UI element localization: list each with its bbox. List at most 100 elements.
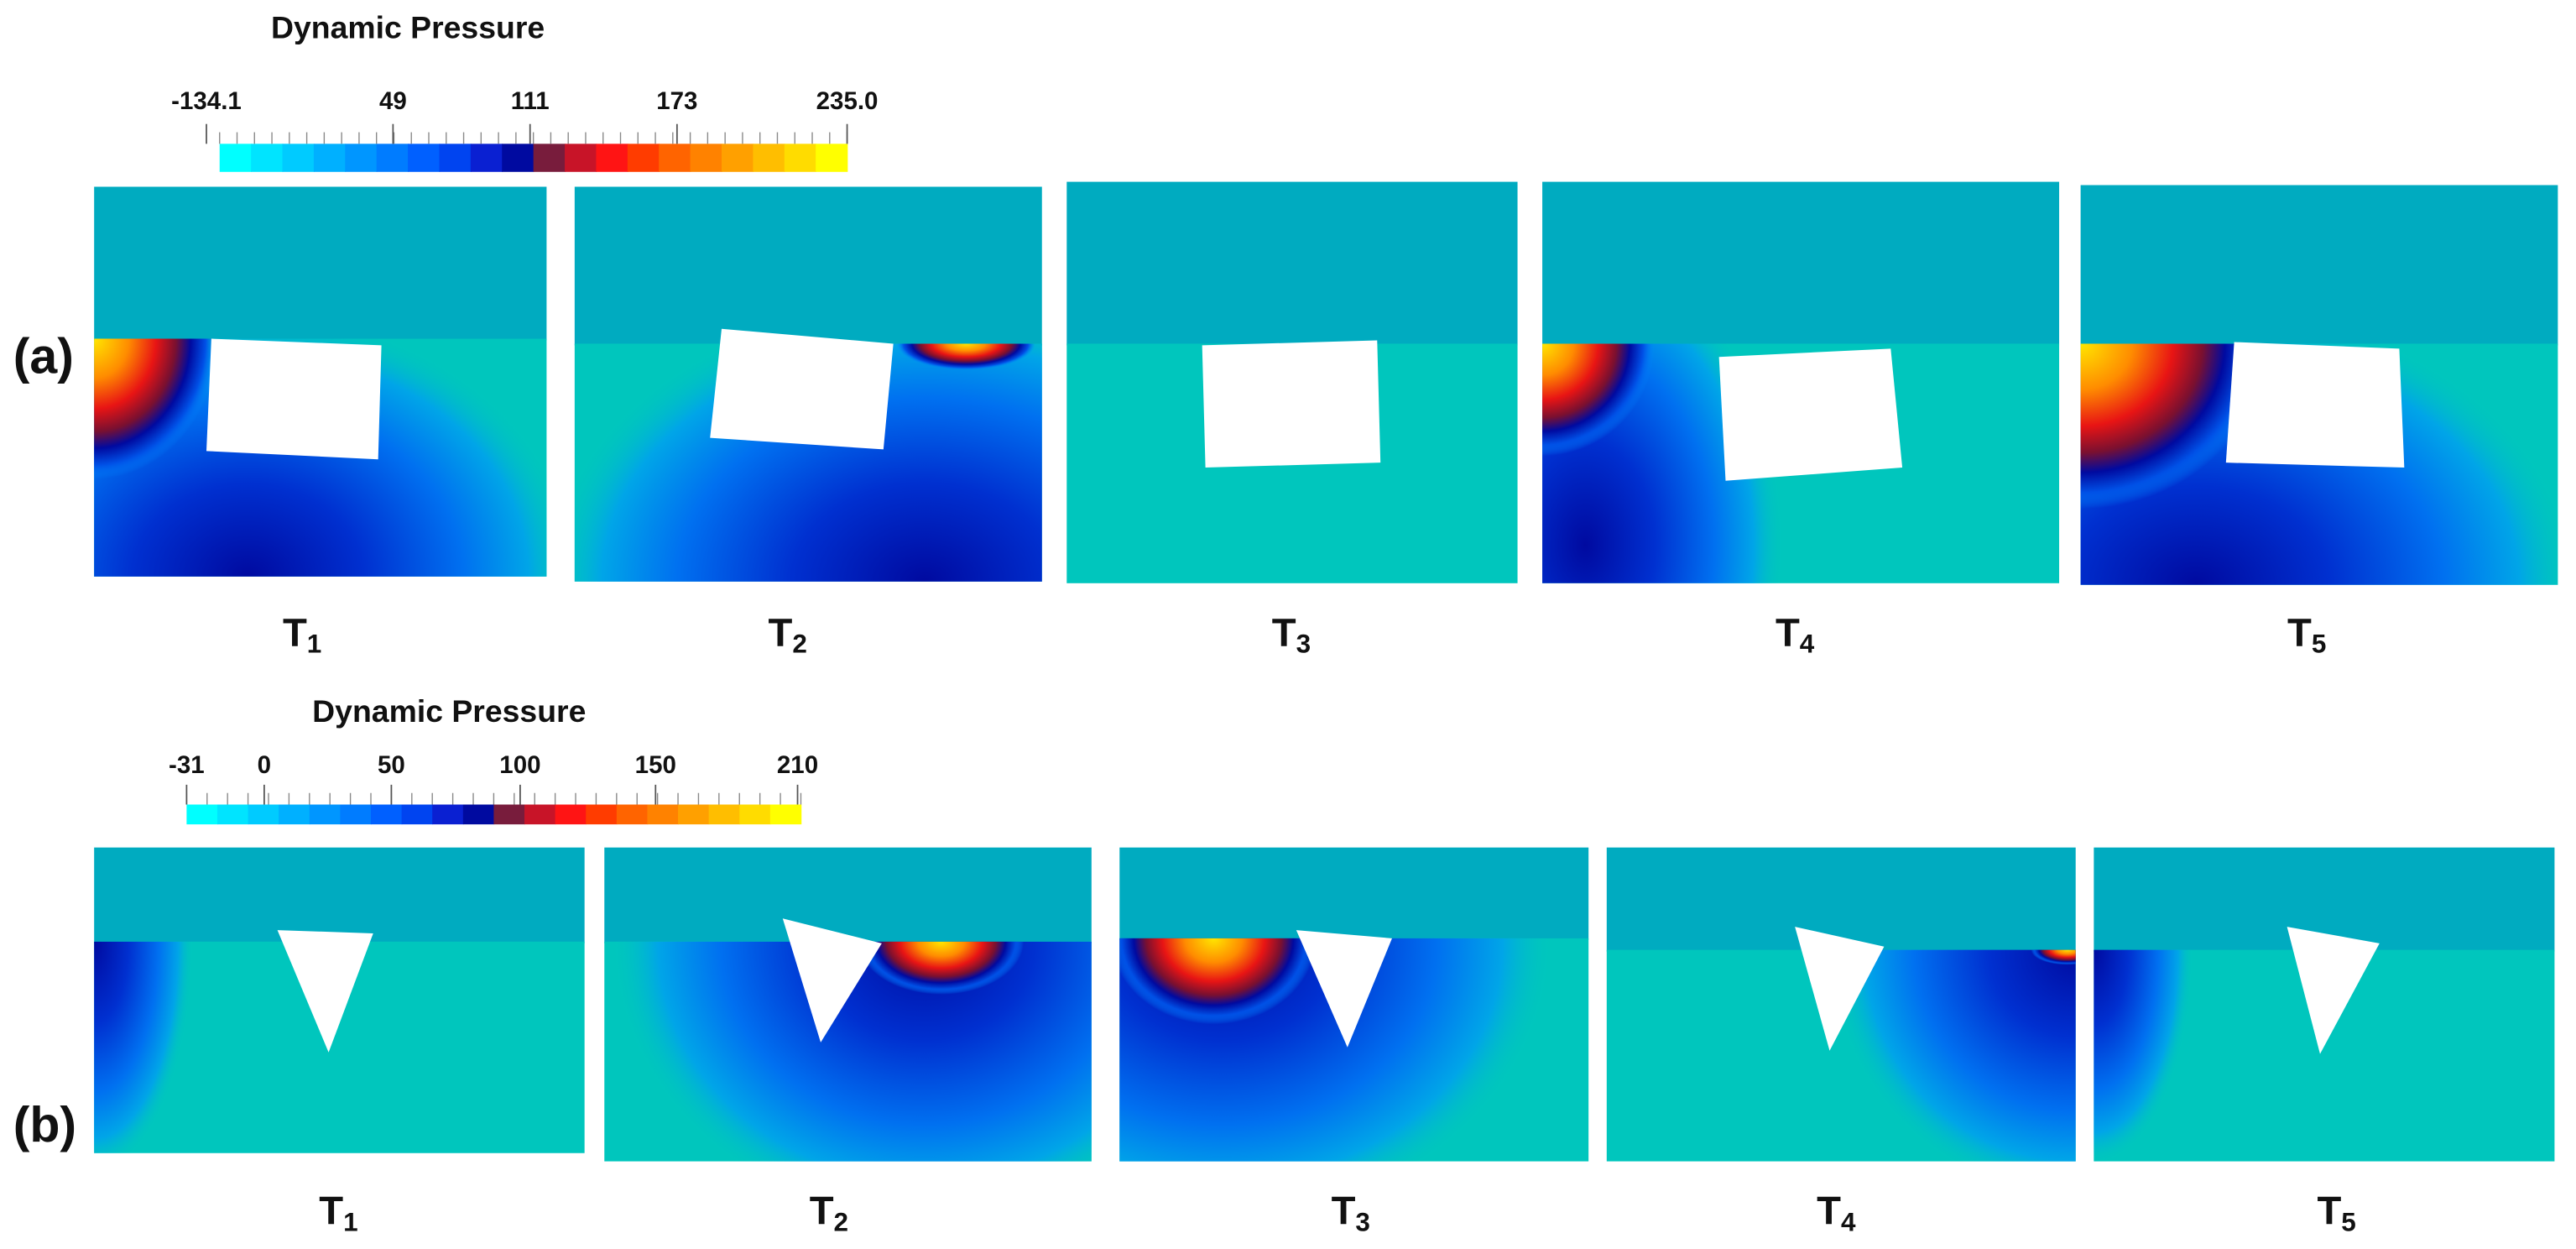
- panel-label-subscript: 2: [834, 1208, 849, 1237]
- colorbar-swatch: [251, 144, 284, 172]
- colorbar-swatch: [401, 804, 433, 825]
- panel-label-main: T: [769, 611, 793, 656]
- low-pressure-zone: [574, 343, 1042, 582]
- simulation-panel: T3: [1066, 181, 1518, 659]
- high-pressure-zone: [1119, 938, 1317, 1025]
- colorbar-swatch: [376, 144, 409, 172]
- floating-body: [1718, 348, 1903, 481]
- colorbar-tick-label: 111: [511, 87, 550, 115]
- air-region: [604, 847, 1092, 943]
- panel-label-main: T: [319, 1189, 343, 1234]
- panel-label-main: T: [1272, 611, 1296, 656]
- floating-body: [1202, 340, 1381, 468]
- colorbar-swatch: [279, 804, 310, 825]
- panel-label-main: T: [2317, 1189, 2341, 1234]
- colorbar-tick-label: 150: [635, 751, 676, 779]
- simulation-panel: T4: [1542, 181, 2060, 659]
- pressure-field: [574, 343, 1042, 582]
- high-pressure-zone: [2080, 343, 2266, 510]
- panel-label: T2: [810, 1189, 848, 1237]
- simulation-panel: T2: [604, 847, 1092, 1237]
- colorbar-swatch: [371, 804, 403, 825]
- panel-label: T4: [1817, 1189, 1856, 1237]
- colorbar-swatch: [739, 804, 771, 825]
- colorbar-swatch: [627, 144, 660, 172]
- colorbar-swatch: [753, 144, 785, 172]
- floating-body: [710, 328, 894, 450]
- pressure-field: [1119, 938, 1552, 1162]
- panel-label: T1: [319, 1189, 357, 1237]
- colorbar-swatch: [616, 804, 649, 825]
- panel-label-main: T: [1332, 1189, 1356, 1234]
- colorbar-swatch: [340, 804, 372, 825]
- simulation-panel: T4: [1606, 847, 2076, 1237]
- air-region: [1542, 181, 2060, 346]
- colorbar-swatch: [313, 144, 347, 172]
- panel-label-subscript: 3: [1355, 1208, 1370, 1237]
- colorbar: Dynamic Pressure -134.1 49 111 173 235.0: [171, 9, 879, 172]
- low-pressure-zone: [2094, 949, 2193, 1162]
- colorbar-swatch: [533, 144, 566, 172]
- floating-body: [1795, 927, 1885, 1051]
- colorbar-swatch: [439, 144, 472, 172]
- high-pressure-zone: [858, 941, 1025, 995]
- panel-label-subscript: 5: [2312, 630, 2327, 659]
- colorbar-swatch: [659, 144, 691, 172]
- pressure-field: [94, 941, 194, 1153]
- panel-label-subscript: 1: [307, 630, 322, 659]
- panel-label: T1: [283, 611, 321, 659]
- colorbar-swatch: [647, 804, 679, 825]
- air-region: [94, 847, 585, 943]
- floating-body: [2287, 927, 2380, 1054]
- row-label: (a): [13, 329, 74, 384]
- panel-label-subscript: 4: [1841, 1208, 1856, 1237]
- low-pressure-zone: [1828, 949, 2076, 1162]
- air-region: [94, 186, 547, 341]
- colorbar-swatch: [502, 144, 534, 172]
- colorbar-swatch: [345, 144, 378, 172]
- floating-body: [2225, 342, 2405, 468]
- colorbar-tick-label: -31: [169, 751, 205, 779]
- colorbar-swatch: [555, 804, 587, 825]
- floating-body: [277, 930, 373, 1053]
- pressure-field: [2094, 949, 2193, 1162]
- colorbar-swatch: [690, 144, 722, 172]
- colorbar-swatch: [216, 804, 249, 825]
- panel-label: T4: [1776, 611, 1815, 659]
- colorbar-swatch: [721, 144, 754, 172]
- figure-row: (a)Dynamic Pressure-134.1 49 111 173 235.0T1…: [13, 9, 2558, 659]
- air-region: [1066, 181, 1518, 346]
- simulation-panel: T5: [2080, 185, 2558, 659]
- panel-label-main: T: [283, 611, 307, 656]
- colorbar-tick-label: 173: [656, 87, 697, 115]
- high-pressure-zone: [896, 343, 1035, 370]
- panel-label: T3: [1332, 1189, 1370, 1237]
- colorbar-swatch: [596, 144, 628, 172]
- panel-label-main: T: [1817, 1189, 1841, 1234]
- colorbar-tick-label: 235.0: [816, 87, 879, 115]
- colorbar-swatch: [565, 144, 597, 172]
- colorbar-tick-label: 210: [777, 751, 818, 779]
- panel-label: T5: [2317, 1189, 2355, 1237]
- panel-label-subscript: 5: [2341, 1208, 2356, 1237]
- panel-label-subscript: 1: [343, 1208, 358, 1237]
- colorbar-swatch: [432, 804, 464, 825]
- air-region: [1119, 847, 1589, 940]
- floating-body: [782, 918, 882, 1043]
- colorbar-tick-label: 50: [378, 751, 405, 779]
- air-region: [2080, 185, 2558, 346]
- air-region: [1606, 847, 2076, 952]
- colorbar-swatch: [678, 804, 710, 825]
- simulation-panel: T1: [94, 186, 547, 659]
- colorbar-swatch: [219, 144, 252, 172]
- high-pressure-zone: [1542, 343, 1655, 457]
- pressure-field: [611, 941, 1092, 1162]
- simulation-panel: T2: [574, 186, 1042, 659]
- colorbar-swatch: [769, 804, 802, 825]
- colorbar-swatch: [462, 804, 495, 825]
- simulation-panel: T1: [94, 847, 585, 1237]
- panel-label-subscript: 2: [792, 630, 807, 659]
